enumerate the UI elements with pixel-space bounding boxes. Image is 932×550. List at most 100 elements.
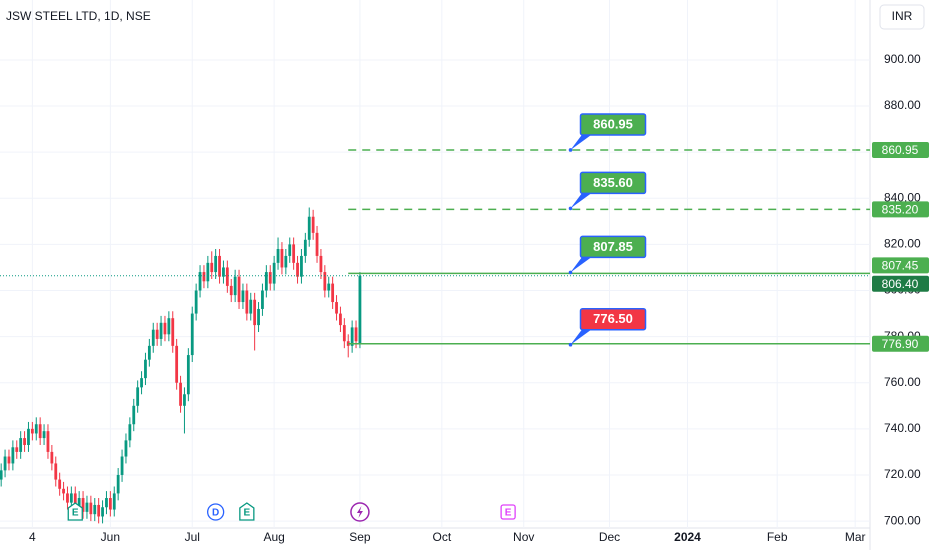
candle-body [253, 299, 257, 326]
candle-body [58, 479, 62, 489]
callout-pointer [570, 328, 593, 345]
callout-anchor [568, 206, 573, 211]
event-icon[interactable] [239, 502, 255, 521]
callout-label: 835.60 [593, 175, 633, 190]
candle [303, 232, 307, 263]
event-label[interactable]: E [72, 508, 79, 519]
candle-body [218, 255, 221, 277]
event-icon[interactable] [67, 502, 83, 521]
candle [132, 398, 136, 432]
candle-body [128, 424, 132, 441]
candle [66, 486, 69, 510]
candle-body [151, 329, 155, 346]
candle [58, 472, 62, 496]
candle-body [206, 262, 210, 282]
candle-body [303, 239, 307, 256]
candle-body [233, 276, 237, 296]
candle-body [331, 283, 335, 303]
x-tick-label: Feb [767, 530, 788, 544]
candle-body [323, 272, 327, 291]
callout-anchor [568, 270, 573, 275]
price-tag [872, 335, 929, 352]
candle-body [77, 498, 81, 508]
callout-anchor [568, 342, 573, 347]
candle [179, 375, 182, 413]
candle [292, 237, 296, 270]
event-label[interactable]: E [505, 508, 512, 519]
event-marker[interactable] [350, 502, 370, 522]
event-marker[interactable]: E [67, 502, 83, 521]
candle-body [339, 313, 342, 326]
candle-body [222, 267, 225, 277]
candle [186, 348, 190, 402]
candle-body [186, 355, 190, 395]
candle-body [155, 329, 159, 339]
candle [38, 417, 42, 445]
candle-body [112, 493, 116, 510]
x-tick-label: Mar [845, 530, 866, 544]
event-bolt[interactable] [356, 506, 363, 518]
candle-body [3, 456, 7, 471]
candle [50, 444, 54, 471]
candle-body [358, 275, 362, 344]
price-tag-label: 806.40 [882, 277, 919, 291]
callout-pointer [570, 192, 593, 209]
candle [323, 265, 327, 298]
candle [307, 207, 311, 247]
x-tick-label: Jul [185, 530, 200, 544]
price-tag [872, 275, 929, 292]
candle [202, 265, 206, 289]
candle [190, 306, 194, 362]
candle [81, 491, 85, 519]
candle [311, 209, 315, 240]
event-label[interactable]: D [212, 508, 219, 519]
event-marker[interactable]: E [239, 502, 255, 521]
event-marker[interactable]: D [206, 503, 225, 521]
candle [42, 424, 46, 445]
candle [0, 463, 3, 487]
candle [276, 237, 280, 270]
price-tag [872, 141, 929, 158]
candle [218, 249, 221, 284]
candle [194, 283, 198, 321]
candle-body [261, 290, 264, 309]
candle [315, 225, 319, 263]
currency-button[interactable] [879, 4, 925, 30]
x-tick-label: Jun [101, 530, 120, 544]
candle-body [315, 232, 319, 256]
candle-body [69, 493, 73, 503]
candle-body [46, 431, 50, 452]
callout: 776.50 [568, 307, 647, 347]
event-label[interactable]: E [244, 508, 251, 519]
callout-label: 807.85 [593, 239, 633, 254]
candle-body [307, 216, 311, 240]
candle-body [105, 498, 108, 508]
event-icon[interactable] [500, 504, 516, 520]
candle [214, 249, 218, 279]
candle [253, 292, 257, 351]
candle [116, 468, 120, 501]
candle-body [27, 428, 30, 445]
candle-body [288, 244, 292, 256]
candle-body [30, 428, 34, 434]
candle-body [140, 378, 143, 388]
y-tick-label: 820.00 [884, 237, 921, 251]
candle [300, 249, 303, 284]
y-tick-label: 700.00 [884, 513, 921, 527]
candle-body [264, 272, 268, 291]
candle-body [354, 327, 358, 342]
candle-body [97, 504, 101, 517]
candle [342, 318, 346, 349]
candle [19, 431, 23, 459]
y-tick-label: 880.00 [884, 98, 921, 112]
candle [327, 276, 331, 298]
event-icon[interactable] [206, 503, 225, 521]
event-marker[interactable]: E [500, 504, 516, 520]
x-tick-label: Aug [263, 530, 284, 544]
candle [331, 276, 335, 309]
candle-body [120, 456, 124, 475]
candle [34, 417, 38, 441]
currency-label[interactable]: INR [892, 9, 913, 23]
candle-body [116, 474, 120, 494]
